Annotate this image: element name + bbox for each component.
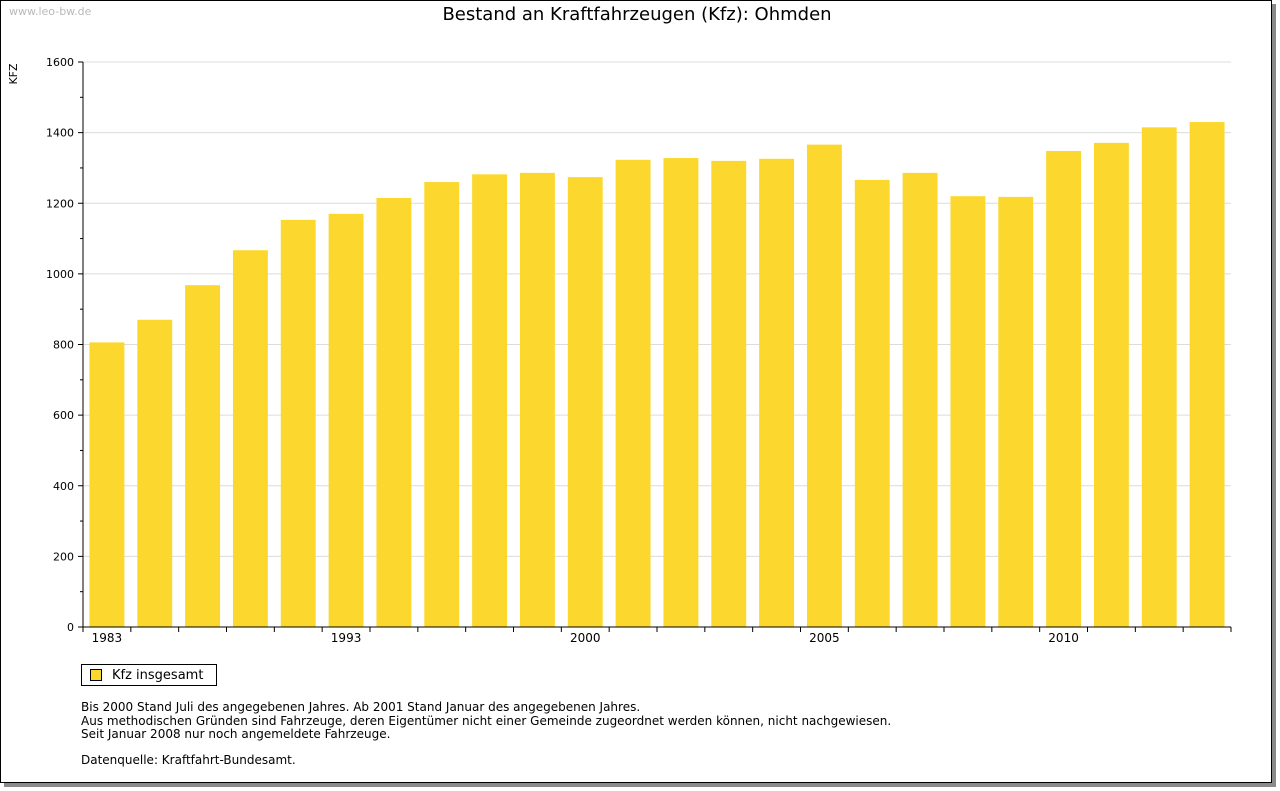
bar [854, 179, 890, 627]
y-tick-label: 0 [67, 621, 74, 634]
x-tick-label: 2005 [809, 631, 840, 645]
bar [806, 144, 842, 627]
bar [998, 196, 1034, 628]
x-tick-label: 2000 [570, 631, 601, 645]
legend: Kfz insgesamt [81, 664, 217, 686]
bar [280, 219, 316, 628]
bar [759, 158, 795, 627]
bar [424, 182, 460, 627]
bar [328, 213, 364, 627]
y-tick-label: 600 [53, 409, 74, 422]
y-tick-label: 1400 [46, 127, 74, 140]
bar [711, 160, 747, 627]
footnote-2: Aus methodischen Gründen sind Fahrzeuge,… [81, 713, 892, 728]
bar [1189, 122, 1225, 627]
bar [567, 177, 603, 627]
bar [950, 196, 986, 627]
bar [376, 197, 412, 627]
chart-title: Bestand an Kraftfahrzeugen (Kfz): Ohmden [442, 4, 832, 25]
bar-chart: 0 200 400 600 800 1000 1200 1400 1600 1983 1993 200… [46, 56, 1232, 645]
footnote-1: Bis 2000 Stand Juli des angegebenen Jahr… [81, 700, 641, 714]
y-tick-label: 800 [53, 339, 74, 352]
bar [472, 174, 508, 627]
bar [902, 172, 938, 627]
data-source: Datenquelle: Kraftfahrt-Bundesamt. [81, 753, 296, 767]
y-tick-label: 400 [53, 480, 74, 493]
y-tick-label: 1000 [46, 268, 74, 281]
y-tick-label: 200 [53, 550, 74, 563]
watermark: www.leo-bw.de [9, 5, 92, 18]
legend-label: Kfz insgesamt [112, 667, 204, 683]
bar [1046, 150, 1082, 628]
bar [89, 342, 125, 627]
bar [232, 250, 268, 627]
bar [615, 159, 651, 628]
y-tick-label: 1200 [46, 197, 74, 210]
bar [1141, 127, 1177, 627]
x-tick-label: 2010 [1048, 631, 1079, 645]
legend-swatch [90, 669, 102, 681]
y-tick-label: 1600 [46, 56, 74, 69]
footnote-3: Seit Januar 2008 nur noch angemeldete Fa… [81, 727, 391, 741]
bar [663, 158, 699, 628]
footnotes: Bis 2000 Stand Juli des angegebenen Jahr… [81, 700, 892, 742]
x-tick-label: 1993 [331, 631, 362, 645]
bar [137, 319, 173, 627]
bar [519, 172, 555, 627]
x-tick-label: 1983 [92, 631, 123, 645]
bar [185, 285, 221, 627]
bar [1093, 142, 1129, 627]
